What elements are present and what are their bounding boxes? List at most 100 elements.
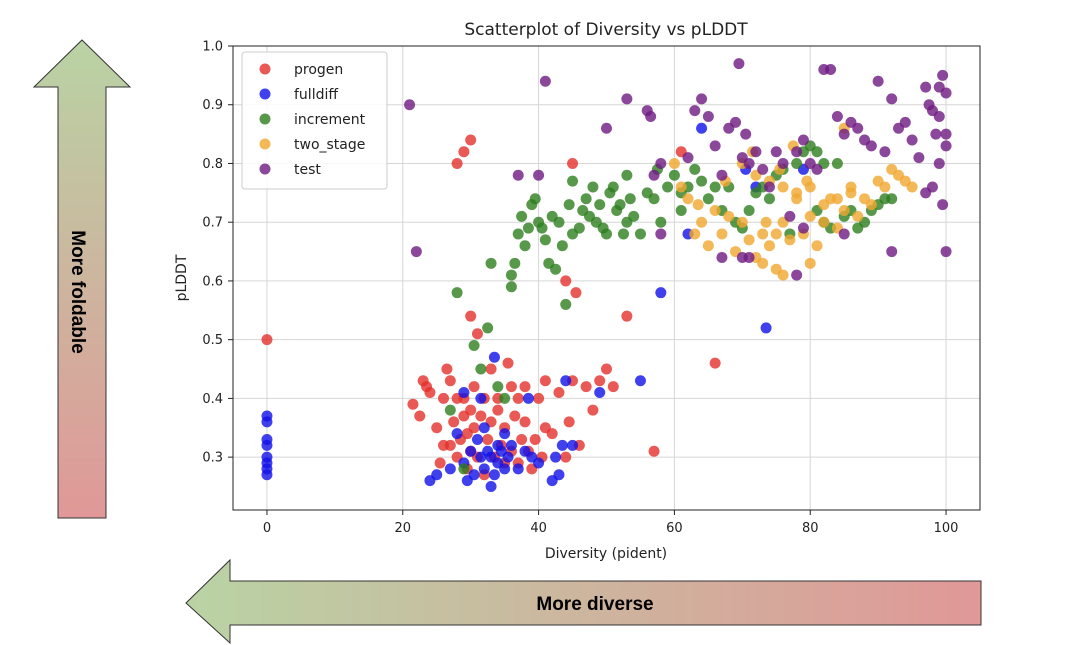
data-point [499, 428, 511, 440]
data-point [478, 463, 490, 475]
data-point [492, 381, 504, 393]
data-point [648, 169, 660, 181]
data-point [567, 157, 579, 169]
data-point [804, 257, 816, 269]
data-point [702, 110, 714, 122]
data-point [539, 234, 551, 246]
series-test [404, 58, 952, 281]
x-axis-label: Diversity (pident) [545, 546, 667, 562]
data-point [502, 451, 514, 463]
data-point [519, 381, 531, 393]
data-point [811, 240, 823, 252]
data-point [444, 404, 456, 416]
y-tick-label: 0.9 [202, 98, 223, 113]
data-point [617, 228, 629, 240]
data-point [838, 128, 850, 140]
series-increment [444, 140, 898, 475]
data-point [458, 463, 470, 475]
data-point [682, 152, 694, 164]
x-tick-label: 0 [263, 521, 271, 536]
data-point [512, 463, 524, 475]
data-point [940, 87, 952, 99]
data-point [505, 269, 517, 281]
data-point [760, 322, 772, 334]
data-point [791, 157, 803, 169]
data-point [797, 134, 809, 146]
data-point [736, 216, 748, 228]
data-point [485, 481, 497, 493]
data-point [499, 463, 511, 475]
data-point [675, 204, 687, 216]
data-point [536, 222, 548, 234]
legend-marker [259, 88, 271, 100]
y-tick-label: 0.5 [202, 333, 223, 348]
data-point [899, 116, 911, 128]
legend-marker [259, 163, 271, 175]
data-point [621, 169, 633, 181]
data-point [733, 58, 745, 70]
data-point [451, 287, 463, 299]
data-point [930, 128, 942, 140]
data-point [522, 392, 534, 404]
data-point [451, 428, 463, 440]
data-point [499, 392, 511, 404]
data-point [668, 157, 680, 169]
legend-label: progen [294, 62, 343, 78]
data-point [438, 392, 450, 404]
data-point [505, 281, 517, 293]
data-point [872, 75, 884, 87]
data-point [519, 240, 531, 252]
data-point [448, 416, 460, 428]
data-point [689, 163, 701, 175]
legend-label: two_stage [294, 137, 365, 153]
data-point [550, 451, 562, 463]
data-point [261, 410, 273, 422]
data-point [662, 181, 674, 193]
data-point [594, 387, 606, 399]
data-point [587, 181, 599, 193]
data-point [750, 146, 762, 158]
data-point [539, 75, 551, 87]
data-point [655, 216, 667, 228]
data-point [458, 146, 470, 158]
data-point [624, 193, 636, 205]
data-point [580, 193, 592, 205]
data-point [682, 193, 694, 205]
series-two_stage [668, 122, 918, 281]
data-point [488, 351, 500, 363]
data-point [702, 240, 714, 252]
data-point [920, 187, 932, 199]
data-point [716, 228, 728, 240]
legend-marker [259, 113, 271, 125]
data-point [689, 228, 701, 240]
data-point [886, 246, 898, 258]
data-point [696, 216, 708, 228]
data-point [458, 387, 470, 399]
data-point [601, 363, 612, 375]
data-point [763, 193, 775, 205]
data-point [831, 193, 843, 205]
data-point [482, 434, 494, 446]
data-point [522, 222, 534, 234]
data-point [261, 451, 273, 463]
data-point [716, 169, 728, 181]
data-point [865, 140, 877, 152]
legend-label: test [294, 162, 321, 178]
data-point [468, 469, 480, 481]
data-point [852, 210, 864, 222]
data-point [777, 157, 789, 169]
data-point [614, 199, 626, 211]
data-point [502, 357, 514, 369]
data-point [424, 387, 436, 399]
data-point [696, 93, 708, 105]
data-point [770, 146, 782, 158]
data-point [692, 199, 704, 211]
data-point [512, 228, 524, 240]
data-point [509, 257, 521, 269]
data-point [485, 257, 497, 269]
x-tick-label: 60 [666, 521, 683, 536]
data-point [465, 404, 477, 416]
data-point [475, 392, 487, 404]
data-point [601, 122, 612, 134]
scatter-plot: 0 20 40 60 80 100 0.3 0.4 0.5 0.6 0.7 0.8 0.9 1.0 pro… [202, 40, 981, 536]
